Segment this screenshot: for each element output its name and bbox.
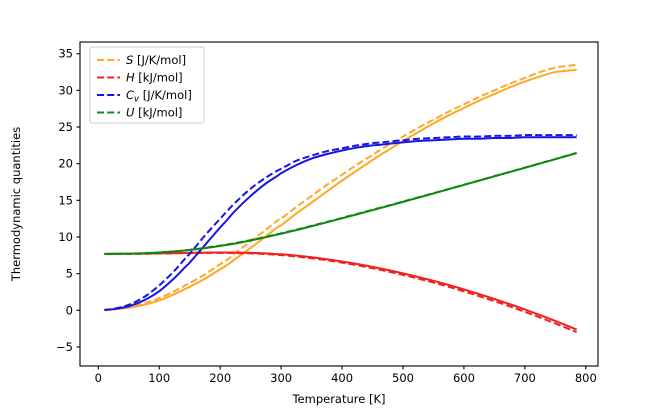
y-tick-label: 5	[66, 267, 73, 281]
y-tick-label: 15	[58, 193, 73, 207]
curve-U-dashed	[104, 151, 577, 255]
x-tick-label: 100	[148, 371, 170, 385]
data-curves	[104, 63, 578, 334]
y-tick-label: 20	[58, 157, 73, 171]
x-tick-label: 800	[575, 371, 597, 385]
legend-label-Cv: Cv [J/K/mol]	[126, 88, 192, 105]
x-tick-label: 700	[514, 371, 536, 385]
x-tick-label: 500	[392, 371, 414, 385]
chart-legend[interactable]: S [J/K/mol] H [kJ/mol] Cv [J/K/mol]U [kJ/m…	[89, 46, 205, 124]
legend-label-S: S [J/K/mol]	[126, 53, 186, 67]
y-tick-label: 35	[58, 47, 73, 61]
curve-H-dashed	[104, 251, 578, 334]
legend-label-H: H [kJ/mol]	[126, 71, 183, 85]
x-axis-title: Temperature [K]	[291, 392, 385, 406]
curve-Cv-dashed	[104, 134, 577, 311]
axes-spines	[79, 41, 599, 367]
curve-H-solid	[104, 251, 578, 331]
x-tick-label: 400	[331, 371, 353, 385]
x-axis-ticks: 0 100 200 300 400 500 600 700 800	[95, 366, 597, 385]
y-axis-ticks: −5 0 5 10 15 20 25 30 35	[56, 47, 80, 354]
y-tick-label: 10	[58, 230, 73, 244]
y-tick-label: 0	[66, 303, 73, 317]
legend-label-U: U [kJ/mol]	[126, 106, 182, 120]
y-tick-label: 25	[58, 120, 73, 134]
curve-Cv-solid	[104, 136, 577, 311]
curve-S-solid	[104, 68, 577, 311]
x-tick-label: 0	[95, 371, 102, 385]
x-tick-label: 600	[453, 371, 475, 385]
y-tick-label: 30	[58, 83, 73, 97]
curve-U-solid	[104, 152, 577, 255]
legend-background	[89, 46, 205, 124]
y-tick-label: −5	[56, 340, 73, 354]
x-tick-label: 300	[270, 371, 292, 385]
y-axis-title: Thermodynamic quantities	[9, 127, 23, 282]
curve-S-dashed	[104, 63, 577, 311]
x-tick-label: 200	[209, 371, 231, 385]
